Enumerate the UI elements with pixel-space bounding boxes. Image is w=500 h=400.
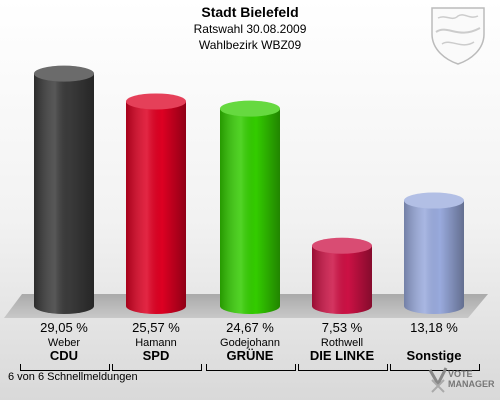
chart-title: Stadt Bielefeld xyxy=(201,4,299,20)
footer-status: 6 von 6 Schnellmeldungen xyxy=(8,371,138,383)
candidate-label: Rothwell xyxy=(320,337,364,349)
category-bracket xyxy=(206,364,296,371)
chart-subtitle-date: Ratswahl 30.08.2009 xyxy=(193,22,307,36)
value-label: 25,57 % xyxy=(132,320,180,335)
value-label: 13,18 % xyxy=(410,320,458,335)
candidate-label: Weber xyxy=(47,337,81,349)
value-label: 24,67 % xyxy=(226,320,274,335)
candidate-label: Hamann xyxy=(135,337,177,349)
category-bracket xyxy=(20,364,110,371)
value-label: 7,53 % xyxy=(321,320,363,335)
category-bracket xyxy=(112,364,202,371)
chart-subtitle-district: Wahlbezirk WBZ09 xyxy=(198,38,302,52)
logo-line1: VOTE xyxy=(448,369,473,379)
bar-sonstige xyxy=(404,192,464,314)
vote-manager-logo-icon xyxy=(428,367,448,393)
category-label: SPD xyxy=(142,348,170,363)
candidate-label: Godejohann xyxy=(220,337,280,349)
bar-spd xyxy=(126,93,186,314)
logo-line2: MANAGER xyxy=(448,379,495,389)
category-bracket xyxy=(390,364,480,371)
category-bracket xyxy=(298,364,388,371)
bar-die-linke xyxy=(312,237,372,314)
category-label: GRÜNE xyxy=(226,348,274,363)
bar-grüne xyxy=(220,100,280,314)
coat-of-arms-icon xyxy=(431,7,485,65)
category-label: DIE LINKE xyxy=(309,348,375,363)
vote-manager-logo-text: VOTE MANAGER xyxy=(448,369,495,389)
bar-cdu xyxy=(34,65,94,314)
category-label: Sonstige xyxy=(406,348,462,363)
value-label: 29,05 % xyxy=(40,320,88,335)
category-label: CDU xyxy=(49,348,79,363)
